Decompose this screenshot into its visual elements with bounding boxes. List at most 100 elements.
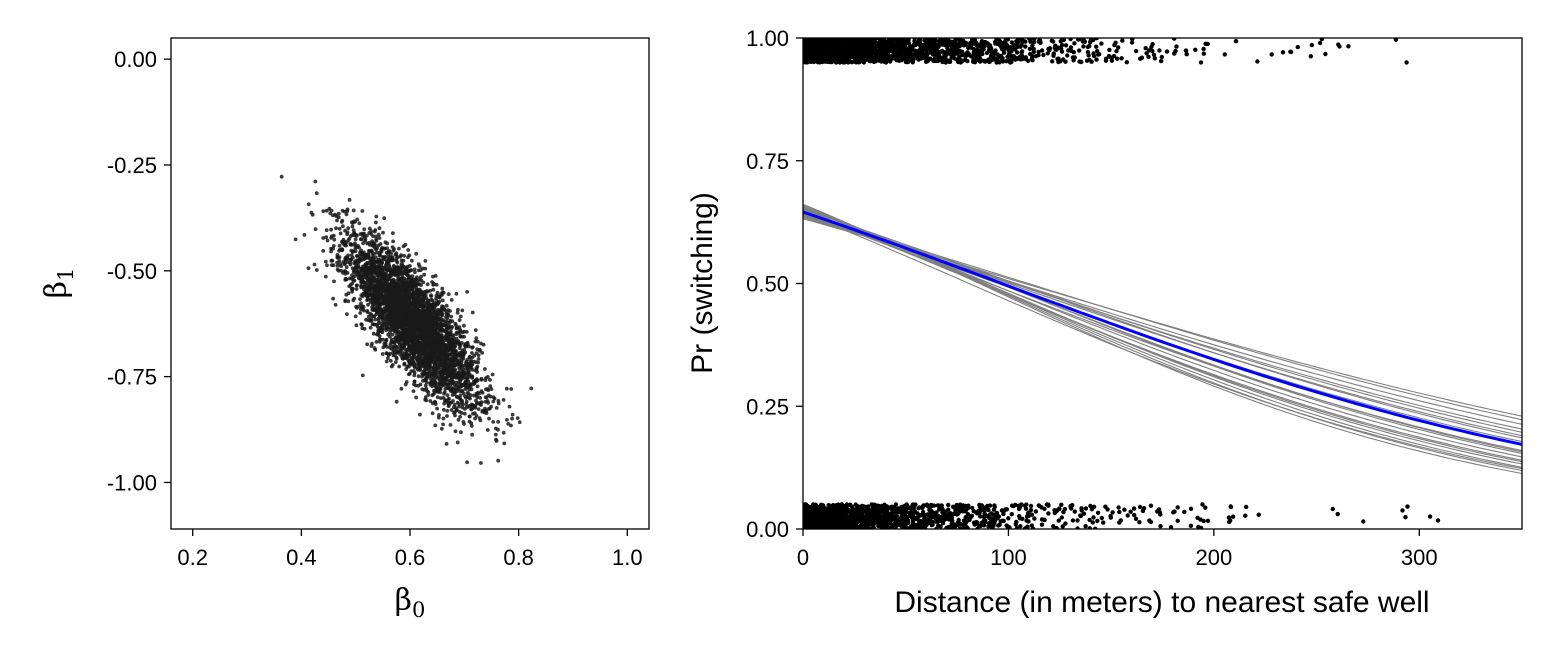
scatter-point xyxy=(456,417,461,422)
outcome-point xyxy=(1158,58,1164,64)
scatter-point xyxy=(419,297,424,302)
scatter-point xyxy=(329,249,333,254)
scatter-point xyxy=(490,372,495,377)
scatter-point xyxy=(382,341,387,346)
scatter-point xyxy=(440,350,445,355)
outcome-point xyxy=(1133,48,1139,54)
scatter-point xyxy=(469,359,473,363)
scatter-point xyxy=(464,399,469,404)
scatter-point xyxy=(407,287,412,291)
scatter-point xyxy=(401,244,406,249)
scatter-point xyxy=(388,351,392,356)
scatter-point xyxy=(384,359,389,364)
scatter-point xyxy=(392,345,397,349)
scatter-point xyxy=(372,241,376,246)
scatter-point xyxy=(321,236,326,240)
scatter-point xyxy=(373,246,378,251)
scatter-point xyxy=(493,432,498,437)
scatter-point xyxy=(365,342,370,347)
scatter-point xyxy=(455,395,459,399)
scatter-point xyxy=(398,334,403,338)
scatter-point xyxy=(455,384,460,389)
scatter-point xyxy=(428,339,433,344)
left-y-axis: 0.00-0.25-0.50-0.75-1.00 xyxy=(107,47,171,495)
scatter-point xyxy=(423,383,428,388)
left-x-axis-title: β0 xyxy=(395,583,426,622)
scatter-point xyxy=(351,208,356,213)
scatter-point xyxy=(402,340,407,345)
scatter-point xyxy=(395,350,400,354)
scatter-point xyxy=(462,422,466,426)
scatter-point xyxy=(454,323,458,328)
scatter-point xyxy=(430,393,435,398)
scatter-point xyxy=(343,299,348,304)
scatter-point xyxy=(369,229,374,234)
scatter-point xyxy=(419,292,424,297)
scatter-point xyxy=(374,340,379,344)
scatter-point xyxy=(438,387,443,391)
scatter-point xyxy=(357,221,362,226)
outcome-point xyxy=(949,55,954,60)
scatter-point xyxy=(368,325,373,330)
scatter-point xyxy=(434,368,439,373)
scatter-point xyxy=(476,360,480,365)
scatter-point xyxy=(360,209,365,213)
scatter-point xyxy=(369,312,374,317)
scatter-point xyxy=(430,348,435,353)
scatter-point xyxy=(441,304,446,309)
scatter-point xyxy=(446,332,451,337)
scatter-point xyxy=(415,341,420,346)
scatter-point xyxy=(410,340,414,344)
outcome-point xyxy=(1323,51,1328,57)
scatter-point xyxy=(377,236,382,240)
scatter-point xyxy=(344,265,349,270)
scatter-point xyxy=(447,324,452,328)
scatter-point xyxy=(462,323,466,328)
scatter-point xyxy=(389,272,394,276)
scatter-point xyxy=(442,390,447,394)
scatter-point xyxy=(488,394,493,399)
outcome-point xyxy=(1107,47,1112,53)
scatter-point xyxy=(381,230,385,235)
scatter-point xyxy=(439,396,443,400)
scatter-point xyxy=(461,372,466,377)
scatter-point xyxy=(478,347,482,352)
scatter-point xyxy=(385,313,389,318)
scatter-point xyxy=(445,409,450,413)
scatter-point xyxy=(397,364,402,369)
scatter-point xyxy=(341,224,345,229)
scatter-point xyxy=(377,250,382,255)
scatter-point xyxy=(331,296,335,301)
scatter-point xyxy=(406,248,411,252)
scatter-point xyxy=(462,329,467,334)
scatter-point xyxy=(373,228,378,232)
scatter-point xyxy=(423,293,427,298)
scatter-point xyxy=(361,234,365,238)
scatter-point xyxy=(444,303,449,308)
scatter-point xyxy=(397,246,401,251)
scatter-point xyxy=(404,380,409,384)
scatter-point xyxy=(469,407,474,412)
scatter-point xyxy=(414,395,418,400)
scatter-point xyxy=(332,237,337,242)
scatter-point xyxy=(449,365,453,369)
scatter-point xyxy=(350,266,355,271)
scatter-point xyxy=(346,299,351,304)
scatter-point xyxy=(375,271,380,275)
scatter-point xyxy=(388,330,392,335)
x-tick-label: 0.2 xyxy=(177,545,208,570)
scatter-point xyxy=(410,274,415,279)
scatter-point xyxy=(312,262,317,267)
scatter-point xyxy=(413,336,417,340)
scatter-point xyxy=(418,412,422,417)
scatter-point xyxy=(386,298,390,303)
scatter-point xyxy=(414,314,418,319)
scatter-point xyxy=(400,305,405,310)
scatter-point xyxy=(375,259,380,264)
scatter-point xyxy=(337,243,342,248)
scatter-point xyxy=(362,227,367,232)
scatter-point xyxy=(354,287,359,291)
scatter-point xyxy=(425,282,430,287)
scatter-point xyxy=(502,441,507,446)
scatter-point xyxy=(353,237,358,242)
